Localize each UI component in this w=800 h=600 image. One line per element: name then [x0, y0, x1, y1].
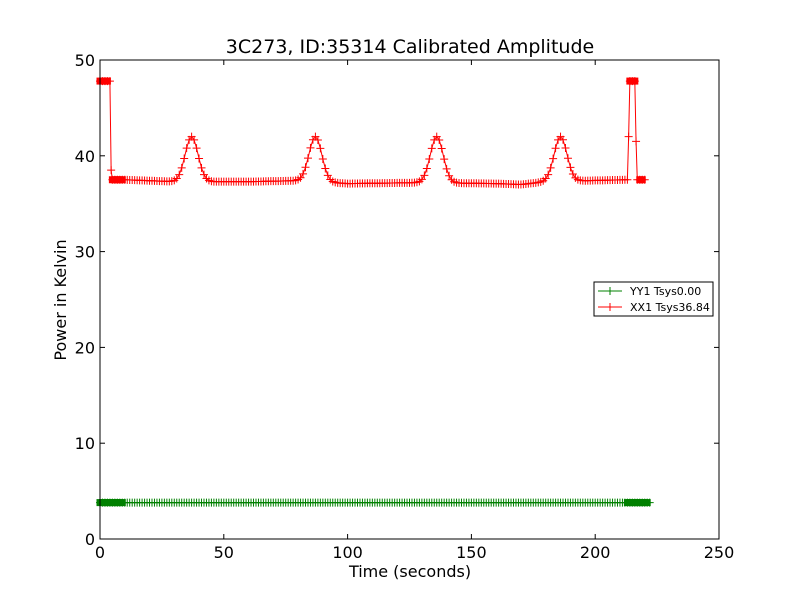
series-xx1-point — [175, 170, 184, 179]
series-xx1-point — [561, 143, 570, 152]
legend-marker-xx1 — [606, 303, 614, 311]
y-tick-label-2: 20 — [75, 338, 95, 357]
series-xx1-point — [420, 171, 429, 180]
series-xx1-point — [549, 154, 558, 163]
series-xx1-point — [566, 163, 575, 172]
y-tick-label-3: 30 — [75, 243, 95, 262]
legend-box — [593, 281, 714, 317]
series-xx1-point — [180, 154, 189, 163]
series-xx1-point — [195, 154, 204, 163]
series-xx1-point — [316, 144, 325, 153]
x-ticks: 0 50 100 150 200 250 — [95, 60, 734, 562]
series-xx1-square-marker — [638, 176, 646, 184]
series-xx1-point — [445, 171, 454, 180]
series-xx1-point — [313, 135, 322, 144]
series-xx1-point — [551, 144, 560, 153]
plot-area — [96, 77, 654, 507]
series-xx1-point — [177, 163, 186, 172]
legend-entry-xx1: XX1 Tsys36.84 — [598, 301, 710, 314]
series-xx1-point — [632, 137, 641, 146]
series-xx1-point — [107, 166, 116, 175]
series-xx1-point — [563, 154, 572, 163]
series-xx1-point — [559, 135, 568, 144]
series-xx1-point — [425, 154, 434, 163]
series-yy1-square-marker — [643, 499, 651, 507]
legend-entry-yy1: YY1 Tsys0.00 — [598, 285, 701, 298]
series-yy1 — [96, 498, 654, 507]
y-tick-label-4: 40 — [75, 147, 95, 166]
series-xx1-point — [544, 170, 553, 179]
series-xx1-point — [422, 164, 431, 173]
y-tick-label-1: 10 — [75, 434, 95, 453]
series-xx1-square-marker — [631, 77, 639, 85]
series-xx1-point — [624, 132, 633, 141]
series-xx1-point — [190, 135, 199, 144]
plot-frame — [99, 59, 720, 540]
series-xx1-point — [440, 155, 449, 164]
x-axis-label: Time (seconds) — [348, 562, 471, 581]
series-xx1-point — [427, 144, 436, 153]
series-xx1-point — [318, 154, 327, 163]
y-axis-label: Power in Kelvin — [51, 239, 70, 360]
legend-label-yy1: YY1 Tsys0.00 — [629, 285, 701, 298]
x-tick-label-0: 0 — [95, 543, 105, 562]
x-tick-label-1: 50 — [214, 543, 234, 562]
series-xx1-point — [182, 144, 191, 153]
series-xx1-point — [299, 169, 308, 178]
y-tick-label-0: 0 — [85, 530, 95, 549]
series-xx1-point — [435, 135, 444, 144]
series-xx1-point — [303, 154, 312, 163]
series-xx1-point — [306, 143, 315, 152]
series-xx1-point — [192, 144, 201, 153]
series-xx1-point — [437, 144, 446, 153]
series-xx1-point — [197, 163, 206, 172]
x-tick-label-2: 100 — [332, 543, 363, 562]
series-yy1-square-marker — [118, 499, 126, 507]
x-tick-label-4: 200 — [580, 543, 611, 562]
legend-marker-yy1 — [606, 287, 614, 295]
y-ticks: 0 10 20 30 40 50 — [75, 51, 719, 549]
series-xx1-point — [301, 163, 310, 172]
x-tick-label-3: 150 — [456, 543, 487, 562]
series-xx1-square-marker — [103, 77, 111, 85]
series-xx1-point — [546, 163, 555, 172]
series-xx1-point — [417, 175, 426, 184]
y-tick-label-5: 50 — [75, 51, 95, 70]
legend: YY1 Tsys0.00 XX1 Tsys36.84 — [593, 281, 714, 317]
x-tick-label-5: 250 — [704, 543, 735, 562]
series-xx1-point — [321, 164, 330, 173]
chart-title: 3C273, ID:35314 Calibrated Amplitude — [226, 36, 594, 58]
series-xx1-square-marker — [118, 176, 126, 184]
series-xx1-point — [442, 164, 451, 173]
series-xx1-point — [623, 175, 632, 184]
series-xx1-point — [323, 171, 332, 180]
legend-label-xx1: XX1 Tsys36.84 — [630, 301, 710, 314]
series-xx1 — [96, 77, 649, 189]
